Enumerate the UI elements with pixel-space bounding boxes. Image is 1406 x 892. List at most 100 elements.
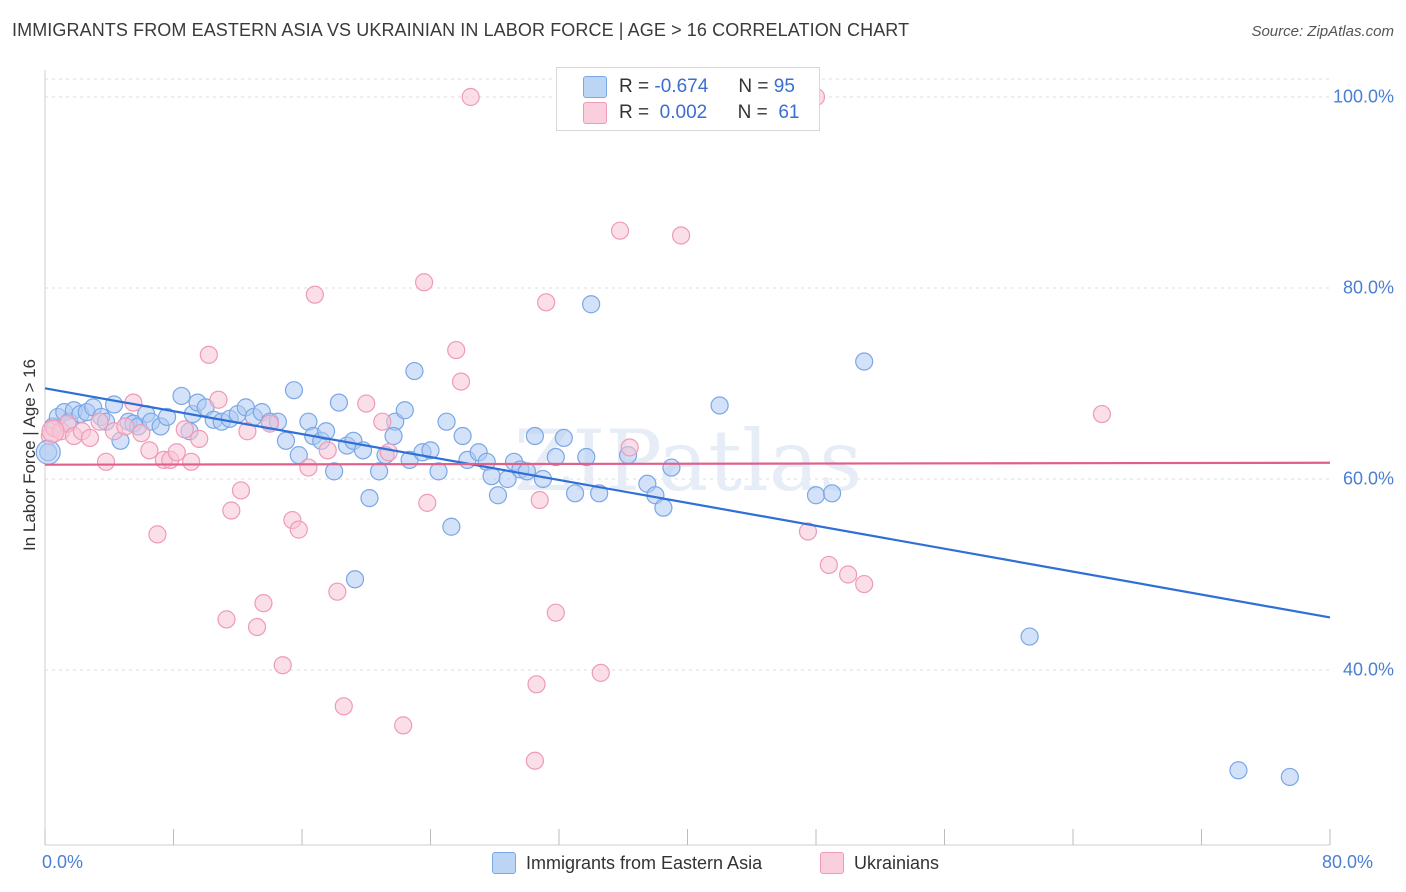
blue-point — [525, 426, 545, 446]
legend-label: Ukrainians — [854, 852, 940, 873]
correlation-legend: R = -0.674 N = 95 R = 0.002 N = 61 — [556, 67, 820, 131]
pink-point — [357, 394, 376, 413]
legend-item-eastern-asia: Immigrants from Eastern Asia — [492, 852, 762, 874]
blue-point — [1020, 627, 1039, 646]
blue-point — [329, 393, 349, 412]
pink-point — [620, 438, 639, 457]
y-tick-label: 40.0% — [1342, 659, 1394, 680]
blue-point — [453, 426, 472, 446]
legend-row-pink: R = 0.002 N = 61 — [583, 101, 799, 125]
blue-point — [1229, 761, 1248, 780]
pink-point — [839, 565, 858, 584]
pink-point — [537, 293, 556, 312]
pink-point — [373, 412, 392, 431]
series-legend: Immigrants from Eastern Asia Ukrainians — [0, 852, 1406, 878]
pink-point — [96, 452, 116, 471]
pink-point — [140, 441, 159, 460]
pink-point — [175, 420, 194, 439]
pink-point — [80, 428, 100, 448]
pink-point — [451, 372, 471, 391]
pink-point — [610, 221, 630, 240]
blue-point — [360, 489, 379, 508]
blue-point — [517, 462, 536, 481]
blue-point — [442, 517, 461, 536]
pink-point — [855, 574, 874, 594]
pink-point — [394, 716, 413, 735]
pink-point — [90, 412, 109, 431]
blue-swatch — [492, 852, 516, 874]
r-value: -0.674 — [654, 76, 709, 97]
blue-point — [590, 484, 609, 503]
blue-point — [316, 422, 336, 441]
blue-point — [654, 498, 673, 517]
blue-swatch — [583, 76, 607, 98]
chart-title: IMMIGRANTS FROM EASTERN ASIA VS UKRAINIA… — [12, 20, 910, 40]
x-tick-label-min: 0.0% — [42, 852, 84, 872]
pink-point — [299, 458, 318, 477]
blue-point — [482, 467, 501, 486]
pink-point — [1092, 404, 1112, 424]
blue-point — [157, 407, 177, 427]
blue-point — [577, 447, 596, 467]
legend-item-ukrainians: Ukrainians — [820, 852, 939, 874]
pink-point — [209, 390, 228, 409]
pink-point — [525, 751, 545, 770]
pink-point — [447, 340, 466, 360]
blue-point — [546, 447, 565, 467]
pink-point — [231, 481, 251, 500]
pink-point — [414, 273, 434, 292]
pink-point — [305, 285, 324, 304]
n-label: N = — [737, 102, 768, 123]
blue-point — [1280, 767, 1299, 787]
pink-point — [530, 490, 549, 510]
pink-point — [41, 419, 65, 443]
pink-point — [148, 525, 167, 544]
pink-point — [116, 417, 135, 436]
pink-point — [222, 501, 241, 520]
pink-point — [328, 582, 347, 601]
pink-point — [247, 617, 267, 637]
pink-point — [199, 345, 218, 364]
pink-point — [527, 675, 546, 694]
pink-point — [591, 663, 610, 682]
blue-point — [822, 484, 842, 503]
blue-point — [405, 361, 424, 381]
y-tick-label: 80.0% — [1342, 277, 1394, 298]
pink-point — [289, 520, 308, 539]
pink-point — [819, 555, 838, 575]
n-value: 95 — [773, 76, 795, 97]
blue-point — [662, 458, 681, 477]
blue-point — [370, 462, 389, 481]
pink-point — [273, 656, 292, 675]
pink-point — [217, 610, 236, 629]
x-tick-label-max: 80.0% — [1322, 852, 1374, 872]
blue-point — [582, 295, 601, 314]
n-value: 61 — [778, 102, 800, 123]
n-label: N = — [738, 76, 769, 97]
blue-point — [429, 462, 448, 481]
pink-point — [182, 452, 201, 471]
blue-point — [421, 441, 440, 460]
pink-point — [334, 697, 353, 716]
pink-point — [461, 87, 480, 107]
blue-point — [172, 386, 191, 406]
legend-label: Immigrants from Eastern Asia — [526, 852, 763, 873]
blue-point — [565, 484, 585, 503]
blue-trend-line — [44, 387, 1331, 619]
pink-point — [132, 424, 151, 443]
pink-point — [418, 493, 437, 512]
chart-source: Source: ZipAtlas.com — [1251, 23, 1394, 40]
pink-point — [546, 603, 565, 622]
pink-point — [798, 522, 818, 541]
pink-point — [190, 429, 209, 448]
legend-row-blue: R = -0.674 N = 95 — [583, 75, 795, 99]
r-label: R = — [619, 102, 650, 123]
blue-point — [284, 381, 304, 400]
y-tick-label: 100.0% — [1332, 86, 1394, 107]
pink-point — [167, 443, 186, 462]
blue-point — [855, 352, 874, 371]
pink-swatch — [820, 852, 844, 874]
blue-point — [710, 396, 729, 415]
pink-point — [238, 422, 257, 441]
